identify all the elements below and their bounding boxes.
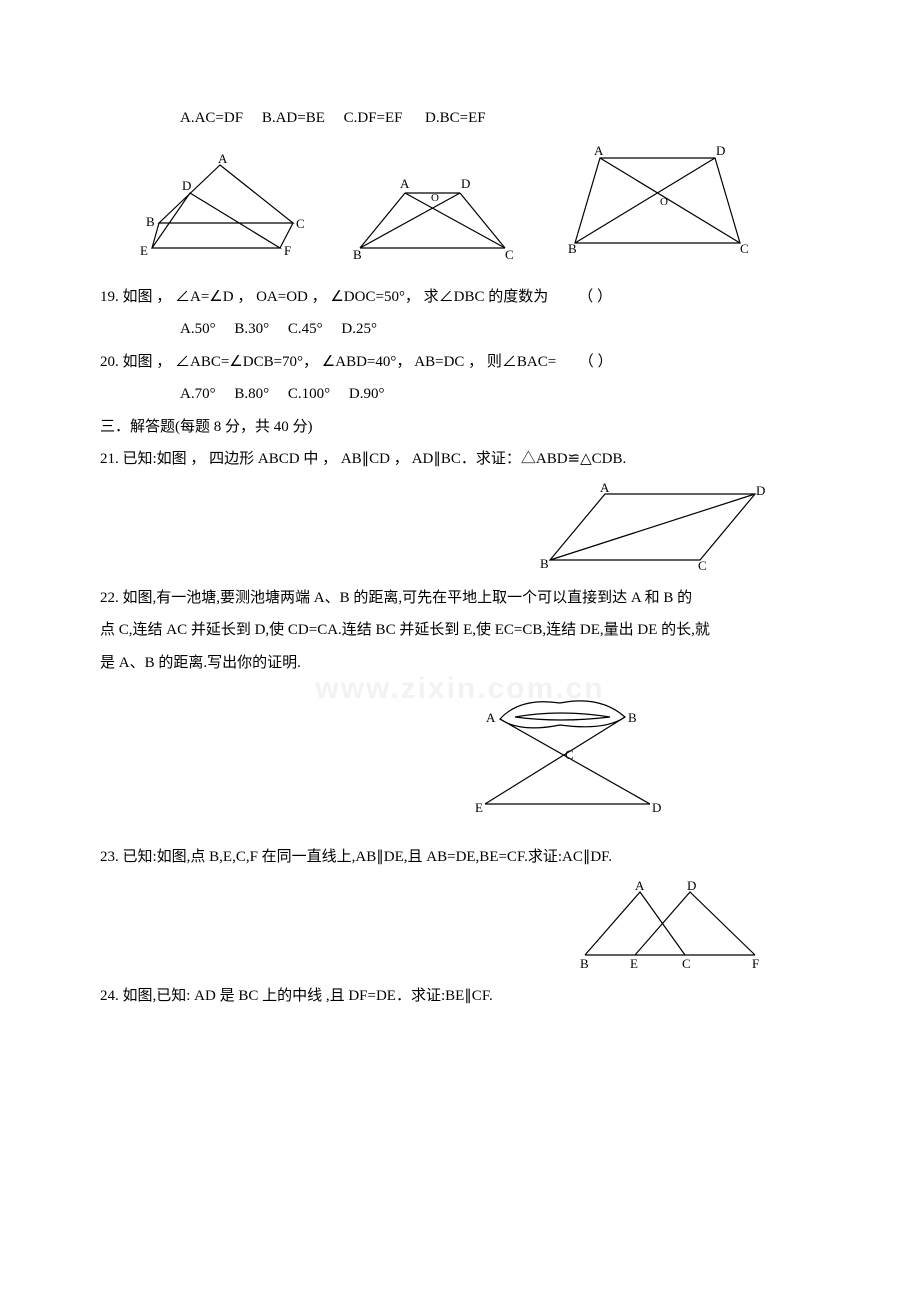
figure-22: A B C E D: [460, 689, 670, 819]
q20-b: B.80°: [234, 386, 269, 402]
label-D: D: [652, 800, 661, 815]
label-O: O: [660, 196, 668, 208]
label-D: D: [687, 880, 696, 893]
q20-stem-line: 20. 如图 ， ∠ABC=∠DCB=70°， ∠ABD=40°， AB=DC …: [100, 348, 830, 377]
figure-22-wrap: A B C E D: [100, 689, 830, 819]
label-E: E: [630, 956, 638, 970]
figure-18c: A D B C O: [560, 143, 755, 263]
q18-opt-b: B.AD=BE: [262, 110, 325, 126]
q19-a: A.50°: [180, 321, 216, 337]
q19-stem-line: 19. 如图 ， ∠A=∠D ， OA=OD ， ∠DOC=50°， 求∠DBC…: [100, 283, 830, 312]
q19-options: A.50° B.30° C.45° D.25°: [100, 315, 830, 344]
q20-paren: （ ）: [579, 354, 613, 370]
figure-23: A D B E C F: [570, 880, 770, 970]
label-D: D: [182, 178, 191, 193]
label-C: C: [682, 956, 691, 970]
label-E: E: [475, 800, 483, 815]
q24-stem: 24. 如图,已知: AD 是 BC 上的中线 ,且 DF=DE．求证:BE∥C…: [100, 982, 830, 1011]
q19-paren: （ ）: [578, 289, 612, 305]
label-F: F: [752, 956, 759, 970]
document-page: www.zixin.com.cn A.AC=DF B.AD=BE C.DF=EF…: [0, 0, 920, 1074]
q22-line2: 点 C,连结 AC 并延长到 D,使 CD=CA.连结 BC 并延长到 E,使 …: [100, 616, 830, 645]
q20-stem: 20. 如图 ， ∠ABC=∠DCB=70°， ∠ABD=40°， AB=DC …: [100, 354, 556, 370]
label-B: B: [353, 247, 362, 262]
figure-row-18: A B C D E F A D O B C: [140, 143, 830, 263]
label-A: A: [600, 482, 610, 495]
q19-b: B.30°: [234, 321, 269, 337]
figure-21: A D B C: [540, 482, 770, 572]
q19-stem: 19. 如图 ， ∠A=∠D ， OA=OD ， ∠DOC=50°， 求∠DBC…: [100, 289, 548, 305]
q18-opt-c: C.DF=EF: [344, 110, 403, 126]
q19-c: C.45°: [288, 321, 323, 337]
label-B: B: [580, 956, 589, 970]
label-D: D: [461, 176, 470, 191]
q20-d: D.90°: [349, 386, 385, 402]
q18-options: A.AC=DF B.AD=BE C.DF=EF D.BC=EF: [100, 104, 830, 133]
label-B: B: [146, 214, 155, 229]
label-C: C: [296, 216, 305, 231]
label-B: B: [540, 556, 549, 571]
label-D: D: [716, 143, 725, 158]
label-C: C: [505, 247, 514, 262]
section-3-heading: 三．解答题(每题 8 分，共 40 分): [100, 413, 830, 442]
label-F: F: [284, 243, 291, 258]
figure-18b: A D O B C: [345, 173, 520, 263]
q20-c: C.100°: [288, 386, 330, 402]
label-D: D: [756, 483, 765, 498]
label-A: A: [486, 710, 496, 725]
label-B: B: [568, 241, 577, 256]
label-B: B: [628, 710, 637, 725]
q21-stem: 21. 已知:如图 ， 四边形 ABCD 中 ， AB∥CD ， AD∥BC．求…: [100, 445, 830, 474]
label-A: A: [218, 153, 228, 166]
q23-stem: 23. 已知:如图,点 B,E,C,F 在同一直线上,AB∥DE,且 AB=DE…: [100, 843, 830, 872]
figure-23-wrap: A D B E C F: [100, 880, 830, 970]
q22-line1: 22. 如图,有一池塘,要测池塘两端 A、B 的距离,可先在平地上取一个可以直接…: [100, 584, 830, 613]
figure-18a: A B C D E F: [140, 153, 305, 263]
q19-d: D.25°: [341, 321, 377, 337]
label-O: O: [431, 192, 439, 204]
q22-line3: 是 A、B 的距离.写出你的证明.: [100, 649, 830, 678]
label-C: C: [565, 747, 574, 762]
label-C: C: [740, 241, 749, 256]
label-A: A: [594, 143, 604, 158]
label-E: E: [140, 243, 148, 258]
label-A: A: [635, 880, 645, 893]
q20-a: A.70°: [180, 386, 216, 402]
q18-opt-d: D.BC=EF: [425, 110, 486, 126]
label-C: C: [698, 558, 707, 572]
figure-21-wrap: A D B C: [100, 482, 830, 572]
q18-opt-a: A.AC=DF: [180, 110, 243, 126]
label-A: A: [400, 176, 410, 191]
q20-options: A.70° B.80° C.100° D.90°: [100, 380, 830, 409]
